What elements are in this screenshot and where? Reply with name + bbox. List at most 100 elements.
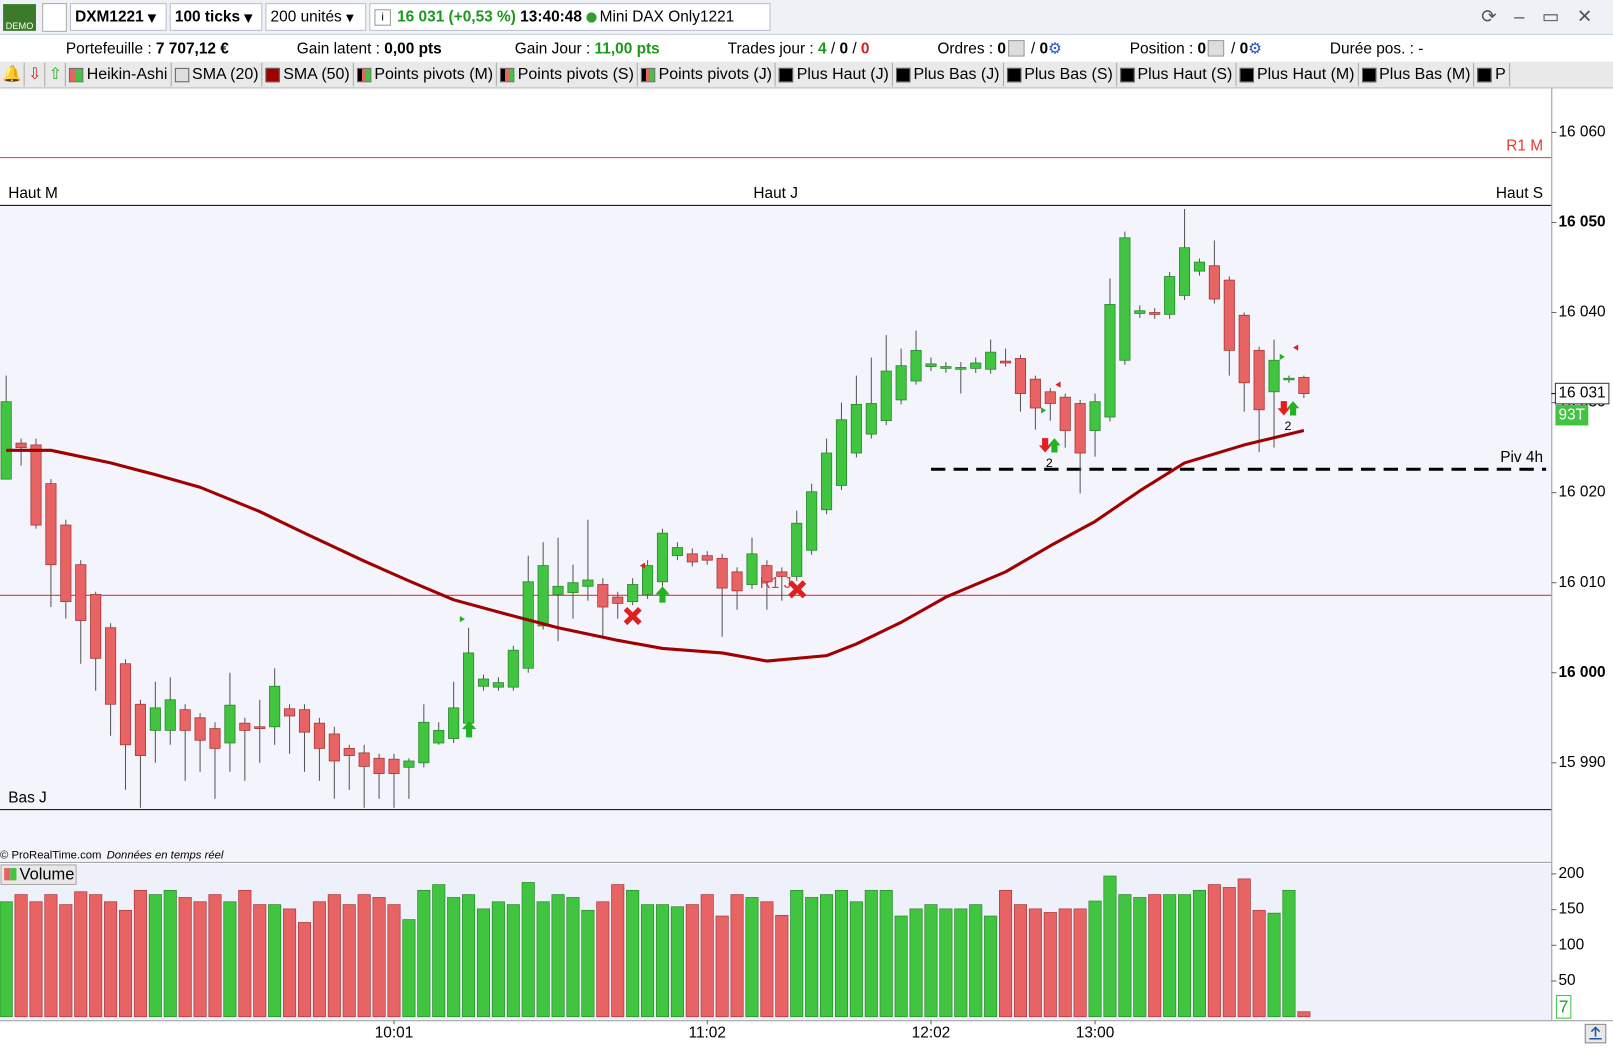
candle-body	[105, 627, 117, 705]
gear-icon[interactable]: ⚙	[1248, 40, 1262, 58]
volume-bar	[715, 915, 729, 1018]
level-label: R1 M	[1506, 137, 1543, 154]
realtime-text: Données en temps réel	[107, 850, 224, 862]
volume-bar	[1207, 884, 1221, 1018]
close-icon[interactable]	[1008, 40, 1025, 57]
sell-button[interactable]: ⇩	[25, 62, 46, 87]
indicator-tab[interactable]: Points pivots (J)	[638, 62, 777, 87]
indicator-tab[interactable]: Plus Bas (M)	[1359, 62, 1475, 87]
candle-body	[119, 663, 132, 746]
indicator-tab[interactable]: Plus Bas (S)	[1004, 62, 1117, 87]
window-controls[interactable]: ⟳ – ▭ ✕	[1481, 6, 1599, 27]
indicator-tab[interactable]: P	[1475, 62, 1510, 87]
indicator-tab[interactable]: Plus Haut (S)	[1117, 62, 1237, 87]
candle-body	[224, 704, 236, 744]
ticks-selector[interactable]: 100 ticks ▾	[169, 3, 263, 31]
close-icon[interactable]	[1208, 40, 1225, 57]
separator: /	[1230, 39, 1236, 58]
candle-body	[791, 522, 803, 577]
volume-bar	[1028, 908, 1042, 1018]
volume-bar	[641, 904, 655, 1018]
candle-body	[1104, 304, 1116, 418]
candle-body	[850, 403, 862, 454]
candle-body	[30, 444, 42, 526]
separator: /	[830, 39, 836, 58]
candle-body	[164, 699, 176, 731]
y-tick-label: 16 000	[1558, 664, 1605, 681]
alert-icon[interactable]: 🔔	[0, 62, 26, 87]
y-tick-label: 15 990	[1558, 754, 1605, 771]
units-selector[interactable]: 200 unités ▾	[265, 3, 367, 31]
orders-label: Ordres :	[937, 39, 994, 58]
link-icon[interactable]	[42, 2, 67, 32]
candle-body	[1044, 391, 1056, 404]
candle-body	[1223, 279, 1235, 351]
ticks: 100 ticks	[174, 8, 241, 26]
tick-count-box	[1555, 404, 1589, 426]
volume-bar	[894, 915, 908, 1018]
symbol-selector[interactable]: DXM1221 ▾	[69, 3, 167, 31]
volume-tab[interactable]	[0, 864, 77, 885]
order-tick	[639, 562, 645, 569]
indicator-name: Points pivots (S)	[517, 65, 634, 83]
candle-body	[910, 349, 922, 382]
exit-cross	[788, 580, 807, 599]
exit-cross	[623, 607, 642, 626]
trades-label: Trades jour :	[727, 39, 814, 58]
level-label: Haut M	[8, 185, 58, 202]
info-icon[interactable]: i	[374, 8, 391, 26]
candle-body	[955, 367, 967, 370]
volume-bar	[1118, 894, 1132, 1018]
gear-icon[interactable]: ⚙	[1048, 40, 1062, 58]
y-tick-label: 16 010	[1558, 574, 1605, 591]
indicator-tab[interactable]: Heikin-Ashi	[66, 62, 172, 87]
volume-bar	[1222, 887, 1236, 1018]
order-tick	[1293, 344, 1299, 351]
candle-body	[656, 532, 669, 583]
indicator-tab[interactable]: Plus Bas (J)	[893, 62, 1004, 87]
price-panel-top	[0, 87, 1552, 205]
x-tick-label: 13:00	[1076, 1025, 1115, 1042]
trades-count: 4	[817, 39, 827, 58]
indicator-tab[interactable]: Points pivots (M)	[354, 62, 498, 87]
orders: 0	[1039, 39, 1049, 58]
buy-arrow	[655, 586, 670, 603]
indicator-tab[interactable]: Points pivots (S)	[497, 62, 639, 87]
buy-button[interactable]: ⇧	[46, 62, 67, 87]
volume-bar	[864, 889, 878, 1018]
candle-body	[1134, 310, 1146, 314]
indicator-tab[interactable]: SMA (50)	[263, 62, 354, 87]
volume-bar	[834, 889, 849, 1018]
candle-body	[612, 596, 624, 604]
volume-bar	[59, 904, 73, 1018]
indicator-tab[interactable]: Plus Haut (J)	[776, 62, 893, 87]
volume-bar	[790, 889, 804, 1018]
price-panel	[0, 87, 1552, 862]
volume-bar	[462, 894, 476, 1018]
candle-body	[254, 726, 266, 729]
volume-bar	[596, 901, 610, 1018]
volume-bar	[1088, 900, 1102, 1018]
volume-bar	[1192, 889, 1206, 1018]
candle-body	[567, 582, 579, 594]
volume-bar	[670, 906, 684, 1018]
indicator-tab[interactable]: SMA (20)	[171, 62, 263, 87]
candle-body	[1059, 396, 1071, 431]
indicator-name: Plus Haut (M)	[1257, 65, 1355, 83]
level-label: Haut S	[1496, 185, 1543, 202]
candle-body	[284, 708, 296, 717]
volume-bar	[283, 908, 297, 1018]
volume-bar	[387, 904, 401, 1018]
latent: 0,00 pts	[384, 39, 442, 58]
day-label: Gain Jour :	[514, 39, 591, 58]
volume-bar	[939, 908, 953, 1018]
indicator-tab[interactable]: Plus Haut (M)	[1236, 62, 1359, 87]
volume-bar	[775, 914, 789, 1018]
indicator-name: Plus Bas (S)	[1024, 65, 1113, 83]
candle-body	[149, 707, 161, 731]
candle-body	[701, 555, 713, 561]
volume-bar	[760, 901, 774, 1018]
volume-bar	[476, 908, 491, 1018]
